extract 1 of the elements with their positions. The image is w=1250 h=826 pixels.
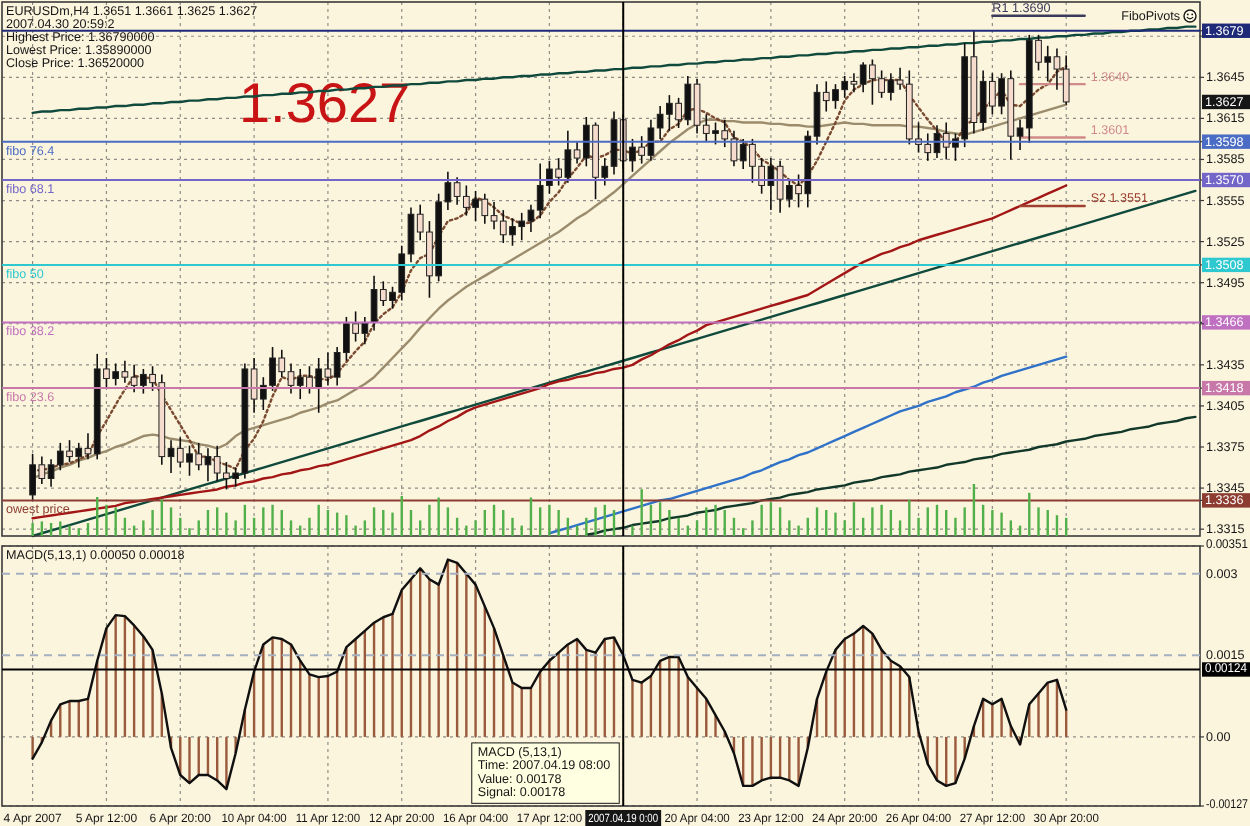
annotation: 1.3627 [238,72,411,134]
